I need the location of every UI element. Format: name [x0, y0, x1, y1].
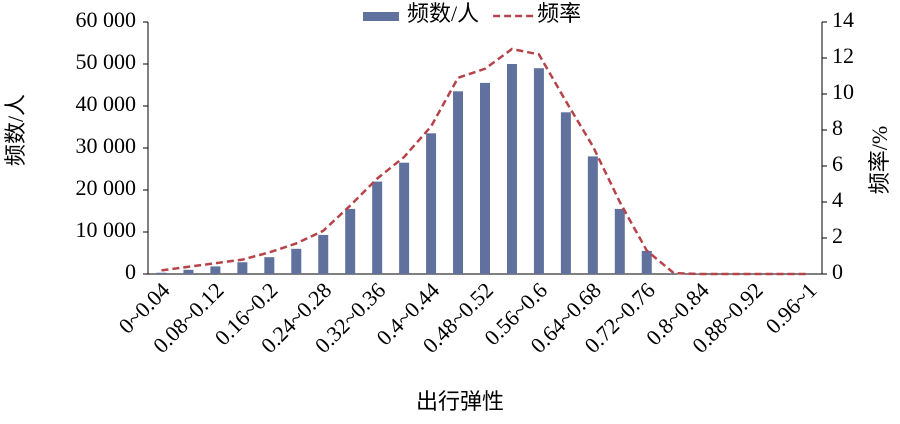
y2-tick-label: 2	[832, 223, 843, 248]
bar	[480, 82, 490, 275]
bar	[399, 162, 410, 274]
bar	[560, 112, 571, 274]
legend-label: 频数/人	[407, 1, 479, 26]
bar	[318, 234, 329, 274]
x-tick-label: 0.96~1	[761, 277, 822, 338]
legend-label: 频率	[537, 1, 581, 26]
y-tick-label: 0	[125, 259, 136, 284]
line	[161, 47, 809, 276]
bar	[291, 248, 302, 274]
bar	[237, 262, 248, 274]
bar	[641, 250, 652, 274]
x-axis-label: 出行弹性	[416, 389, 504, 414]
bar	[156, 272, 167, 274]
y-tick-label: 50 000	[76, 49, 137, 74]
y2-tick-label: 4	[832, 187, 843, 212]
bar	[210, 266, 221, 274]
bar	[426, 133, 437, 274]
y-tick-label: 30 000	[76, 133, 137, 158]
y-tick-label: 60 000	[76, 7, 137, 32]
bar	[533, 68, 544, 274]
y-tick-label: 10 000	[76, 217, 137, 242]
y2-tick-label: 6	[832, 151, 843, 176]
bar	[372, 181, 383, 274]
bar	[587, 156, 598, 274]
y-tick-label: 40 000	[76, 91, 137, 116]
y2-tick-label: 0	[832, 259, 843, 284]
y2-axis-label: 频率/%	[867, 126, 892, 194]
legend-swatch	[363, 12, 399, 21]
bar	[264, 257, 275, 274]
y2-tick-label: 14	[832, 7, 854, 32]
bar	[668, 273, 679, 274]
bar	[345, 208, 356, 274]
bar	[506, 64, 517, 274]
y-tick-label: 20 000	[76, 175, 137, 200]
y-axis-label: 频数/人	[3, 94, 28, 166]
y2-tick-label: 10	[832, 79, 854, 104]
y2-tick-label: 12	[832, 43, 854, 68]
bar	[453, 91, 464, 274]
bar	[183, 269, 194, 274]
bar	[614, 208, 625, 274]
y2-tick-label: 8	[832, 115, 843, 140]
